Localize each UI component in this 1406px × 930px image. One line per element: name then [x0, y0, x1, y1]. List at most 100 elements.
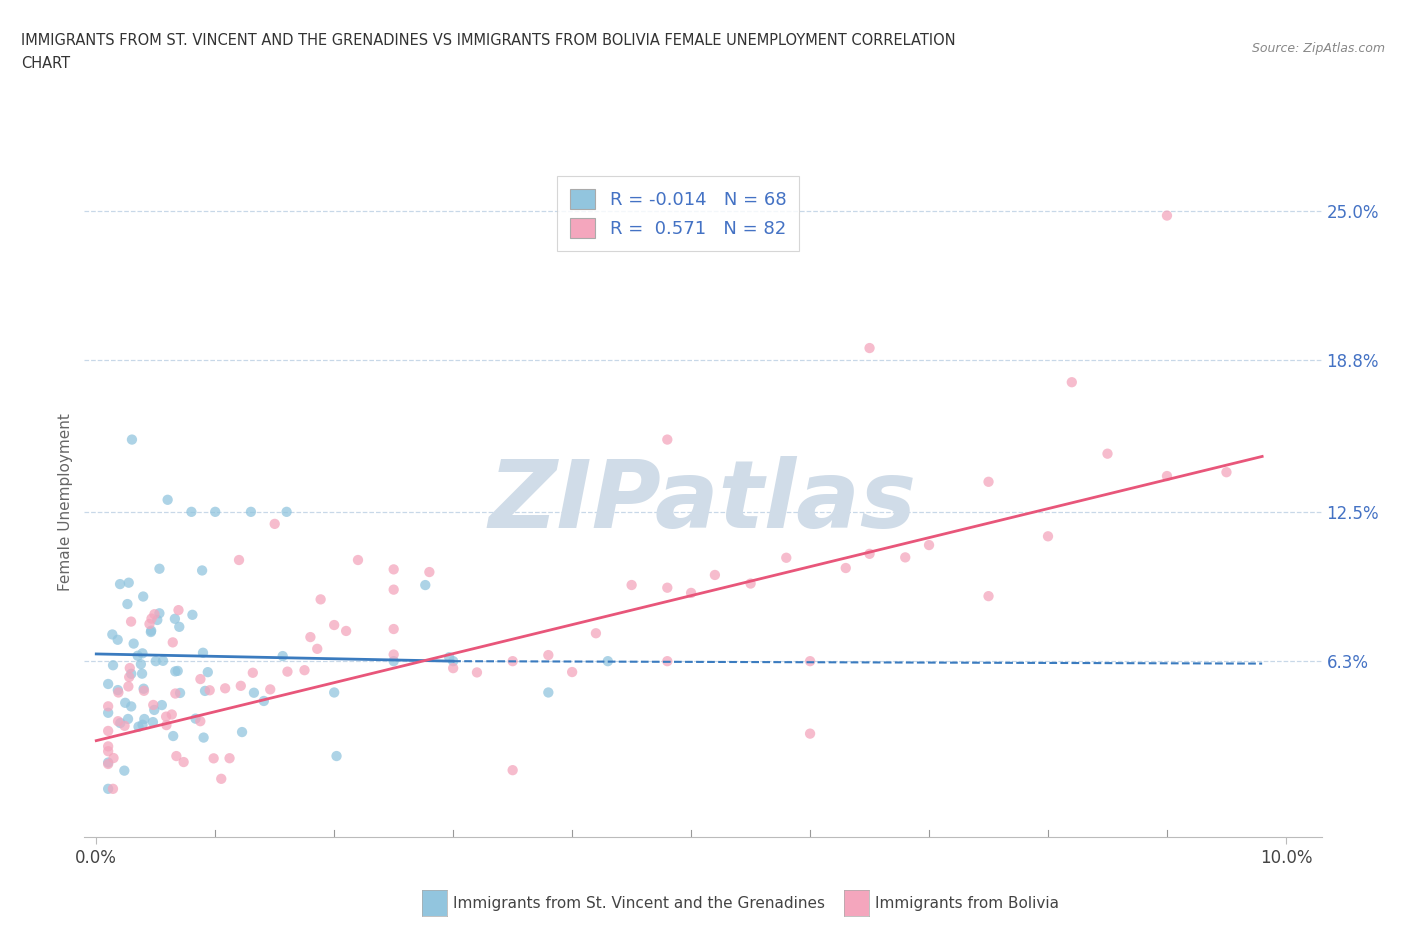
Point — [437, 650, 460, 665]
Point — [228, 552, 250, 567]
Point — [323, 618, 346, 632]
Point — [620, 578, 643, 592]
Point — [441, 660, 464, 675]
Point — [775, 551, 797, 565]
Point — [155, 718, 177, 733]
Point — [117, 597, 139, 612]
Point — [131, 646, 153, 661]
Point — [148, 605, 170, 620]
Point — [117, 711, 139, 726]
Point — [276, 504, 298, 519]
Point — [97, 739, 120, 754]
Text: CHART: CHART — [21, 56, 70, 71]
Point — [169, 685, 191, 700]
Point — [97, 705, 120, 720]
Point — [263, 516, 285, 531]
Point — [129, 657, 152, 671]
Point — [146, 613, 169, 628]
Point — [97, 781, 120, 796]
Point — [209, 771, 232, 786]
Point — [835, 561, 858, 576]
Point — [114, 718, 136, 733]
Point — [143, 606, 166, 621]
Point — [142, 714, 165, 729]
Point — [657, 580, 679, 595]
Text: ZIPatlas: ZIPatlas — [489, 457, 917, 548]
Point — [141, 623, 163, 638]
Point — [382, 562, 405, 577]
Point — [894, 550, 917, 565]
Point — [155, 710, 177, 724]
Point — [382, 582, 405, 597]
Point — [441, 654, 464, 669]
Point — [131, 717, 153, 732]
Point — [132, 684, 155, 698]
Point — [166, 663, 188, 678]
Point — [977, 474, 1000, 489]
Point — [103, 751, 125, 765]
Point — [132, 589, 155, 604]
Point — [799, 654, 821, 669]
Point — [121, 432, 143, 447]
Point — [132, 682, 155, 697]
Point — [143, 702, 166, 717]
Point — [181, 607, 204, 622]
Point — [335, 623, 357, 638]
Point — [309, 591, 332, 606]
Point — [148, 562, 170, 577]
Point — [165, 686, 187, 701]
Point — [120, 699, 142, 714]
Point — [101, 658, 124, 672]
Point — [180, 504, 202, 519]
Point — [173, 754, 195, 769]
Point — [740, 576, 762, 591]
Point — [128, 719, 150, 734]
Point — [131, 666, 153, 681]
Point — [184, 711, 207, 726]
Point — [918, 538, 941, 552]
Point — [382, 654, 405, 669]
Point — [681, 586, 703, 601]
Point — [1097, 446, 1119, 461]
Point — [418, 565, 440, 579]
Point — [97, 724, 120, 738]
Point — [657, 654, 679, 669]
Point — [163, 611, 186, 626]
Point — [107, 683, 129, 698]
Point — [229, 678, 252, 693]
Point — [150, 698, 173, 712]
Point — [165, 749, 187, 764]
Point — [1036, 529, 1059, 544]
Point — [382, 621, 405, 636]
Point — [202, 751, 225, 765]
Point — [413, 578, 436, 592]
Point — [97, 676, 120, 691]
Point — [204, 504, 226, 519]
Point — [657, 432, 679, 447]
Point — [97, 744, 120, 759]
Point — [218, 751, 240, 765]
Point — [134, 711, 156, 726]
Point — [214, 681, 236, 696]
Point — [142, 698, 165, 712]
Point — [1156, 469, 1178, 484]
Point — [537, 647, 560, 662]
Point — [122, 636, 145, 651]
Point — [977, 589, 1000, 604]
Point — [239, 504, 262, 519]
Text: IMMIGRANTS FROM ST. VINCENT AND THE GRENADINES VS IMMIGRANTS FROM BOLIVIA FEMALE: IMMIGRANTS FROM ST. VINCENT AND THE GREN… — [21, 33, 956, 47]
Text: Source: ZipAtlas.com: Source: ZipAtlas.com — [1251, 42, 1385, 55]
Point — [190, 671, 212, 686]
Point — [162, 728, 184, 743]
Point — [167, 603, 190, 618]
Point — [382, 647, 405, 662]
Point — [141, 611, 163, 626]
Text: Immigrants from St. Vincent and the Grenadines: Immigrants from St. Vincent and the Gren… — [453, 896, 825, 910]
Point — [231, 724, 253, 739]
Point — [107, 685, 129, 700]
Point — [194, 684, 217, 698]
Point — [858, 340, 880, 355]
Point — [114, 696, 136, 711]
Point — [585, 626, 607, 641]
Point — [502, 763, 524, 777]
